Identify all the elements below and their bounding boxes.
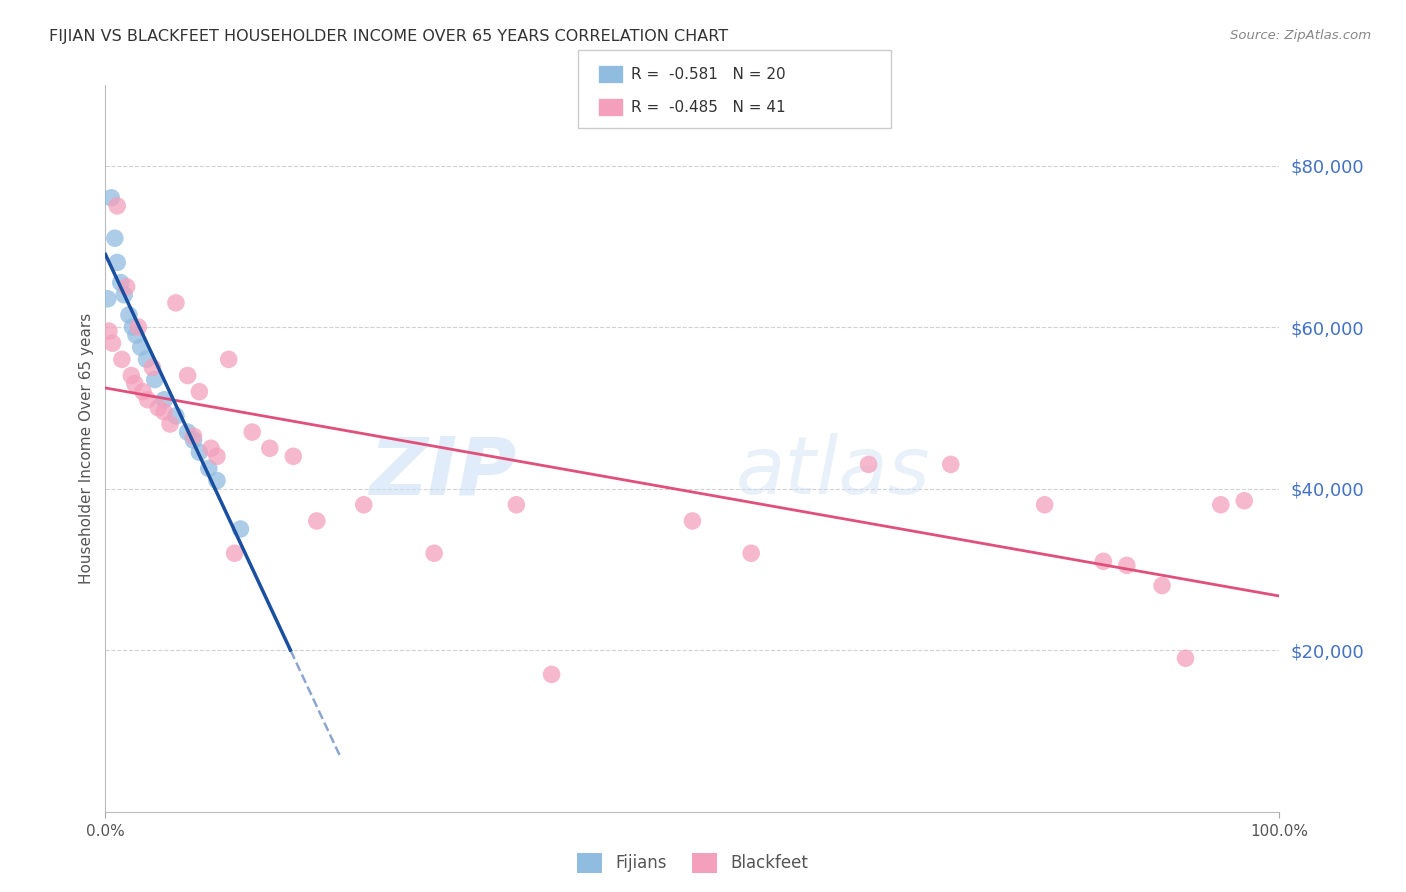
Text: FIJIAN VS BLACKFEET HOUSEHOLDER INCOME OVER 65 YEARS CORRELATION CHART: FIJIAN VS BLACKFEET HOUSEHOLDER INCOME O… (49, 29, 728, 44)
Point (141, 360, 163, 375)
Point (423, 546, 446, 560)
Point (200, 442, 222, 455)
Point (165, 296, 187, 310)
Point (205, 450, 228, 464)
Text: R =  -0.485   N = 41: R = -0.485 N = 41 (631, 100, 786, 114)
Point (105, 255, 128, 269)
Point (1033, 498, 1056, 512)
Point (125, 328, 148, 343)
Point (259, 442, 281, 455)
Point (111, 352, 134, 367)
Point (1092, 554, 1115, 568)
Point (176, 425, 198, 439)
Point (124, 376, 146, 391)
Point (1233, 493, 1256, 508)
Point (1115, 558, 1137, 573)
Point (115, 279, 138, 293)
Point (135, 352, 157, 367)
Point (100, 191, 122, 205)
Point (136, 392, 159, 407)
Point (224, 546, 246, 560)
Point (159, 417, 181, 431)
Point (188, 384, 211, 399)
Point (176, 368, 198, 383)
Point (740, 546, 762, 560)
Point (148, 401, 170, 415)
Point (127, 320, 149, 334)
Point (97, 292, 120, 306)
Legend: Fijians, Blackfeet: Fijians, Blackfeet (571, 846, 814, 880)
Point (205, 474, 228, 488)
Point (188, 445, 211, 459)
Point (1174, 651, 1197, 665)
Point (858, 458, 880, 472)
Point (143, 373, 166, 387)
Point (305, 514, 328, 528)
Point (1150, 578, 1173, 592)
Point (112, 287, 135, 301)
Point (120, 368, 142, 383)
Point (183, 433, 205, 447)
Point (1209, 498, 1232, 512)
Point (540, 667, 562, 681)
Y-axis label: Householder Income Over 65 years: Householder Income Over 65 years (79, 312, 94, 584)
Point (240, 425, 263, 439)
Point (132, 384, 155, 399)
Point (121, 320, 143, 334)
Point (118, 308, 141, 322)
Point (681, 514, 703, 528)
Text: ZIP: ZIP (368, 434, 516, 511)
Point (101, 336, 124, 351)
Point (218, 352, 240, 367)
Point (229, 522, 252, 536)
Point (110, 276, 132, 290)
Point (105, 199, 128, 213)
Point (939, 458, 962, 472)
Point (153, 405, 176, 419)
Point (283, 450, 305, 464)
Text: atlas: atlas (735, 434, 931, 511)
Point (353, 498, 375, 512)
Point (153, 392, 176, 407)
Point (98, 324, 121, 338)
Point (104, 231, 127, 245)
Point (197, 461, 219, 475)
Point (165, 409, 187, 423)
Text: R =  -0.581   N = 20: R = -0.581 N = 20 (631, 67, 786, 81)
Text: Source: ZipAtlas.com: Source: ZipAtlas.com (1230, 29, 1371, 42)
Point (183, 429, 205, 443)
Point (505, 498, 527, 512)
Point (129, 340, 152, 354)
